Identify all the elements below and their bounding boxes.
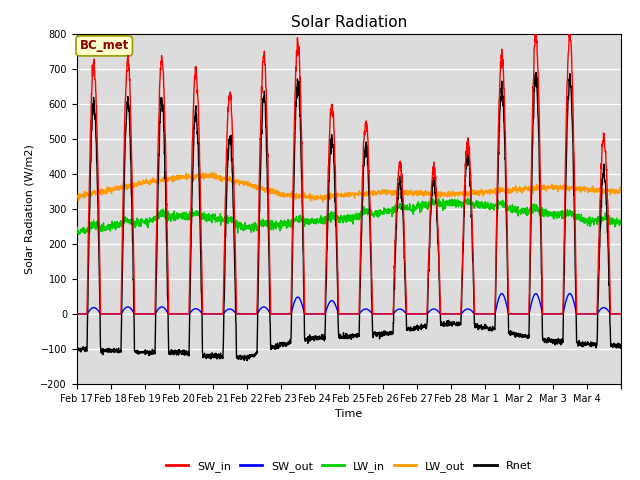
X-axis label: Time: Time — [335, 409, 362, 419]
Y-axis label: Solar Radiation (W/m2): Solar Radiation (W/m2) — [25, 144, 35, 274]
Legend: SW_in, SW_out, LW_in, LW_out, Rnet: SW_in, SW_out, LW_in, LW_out, Rnet — [162, 457, 536, 477]
Title: Solar Radiation: Solar Radiation — [291, 15, 407, 30]
Text: BC_met: BC_met — [79, 39, 129, 52]
